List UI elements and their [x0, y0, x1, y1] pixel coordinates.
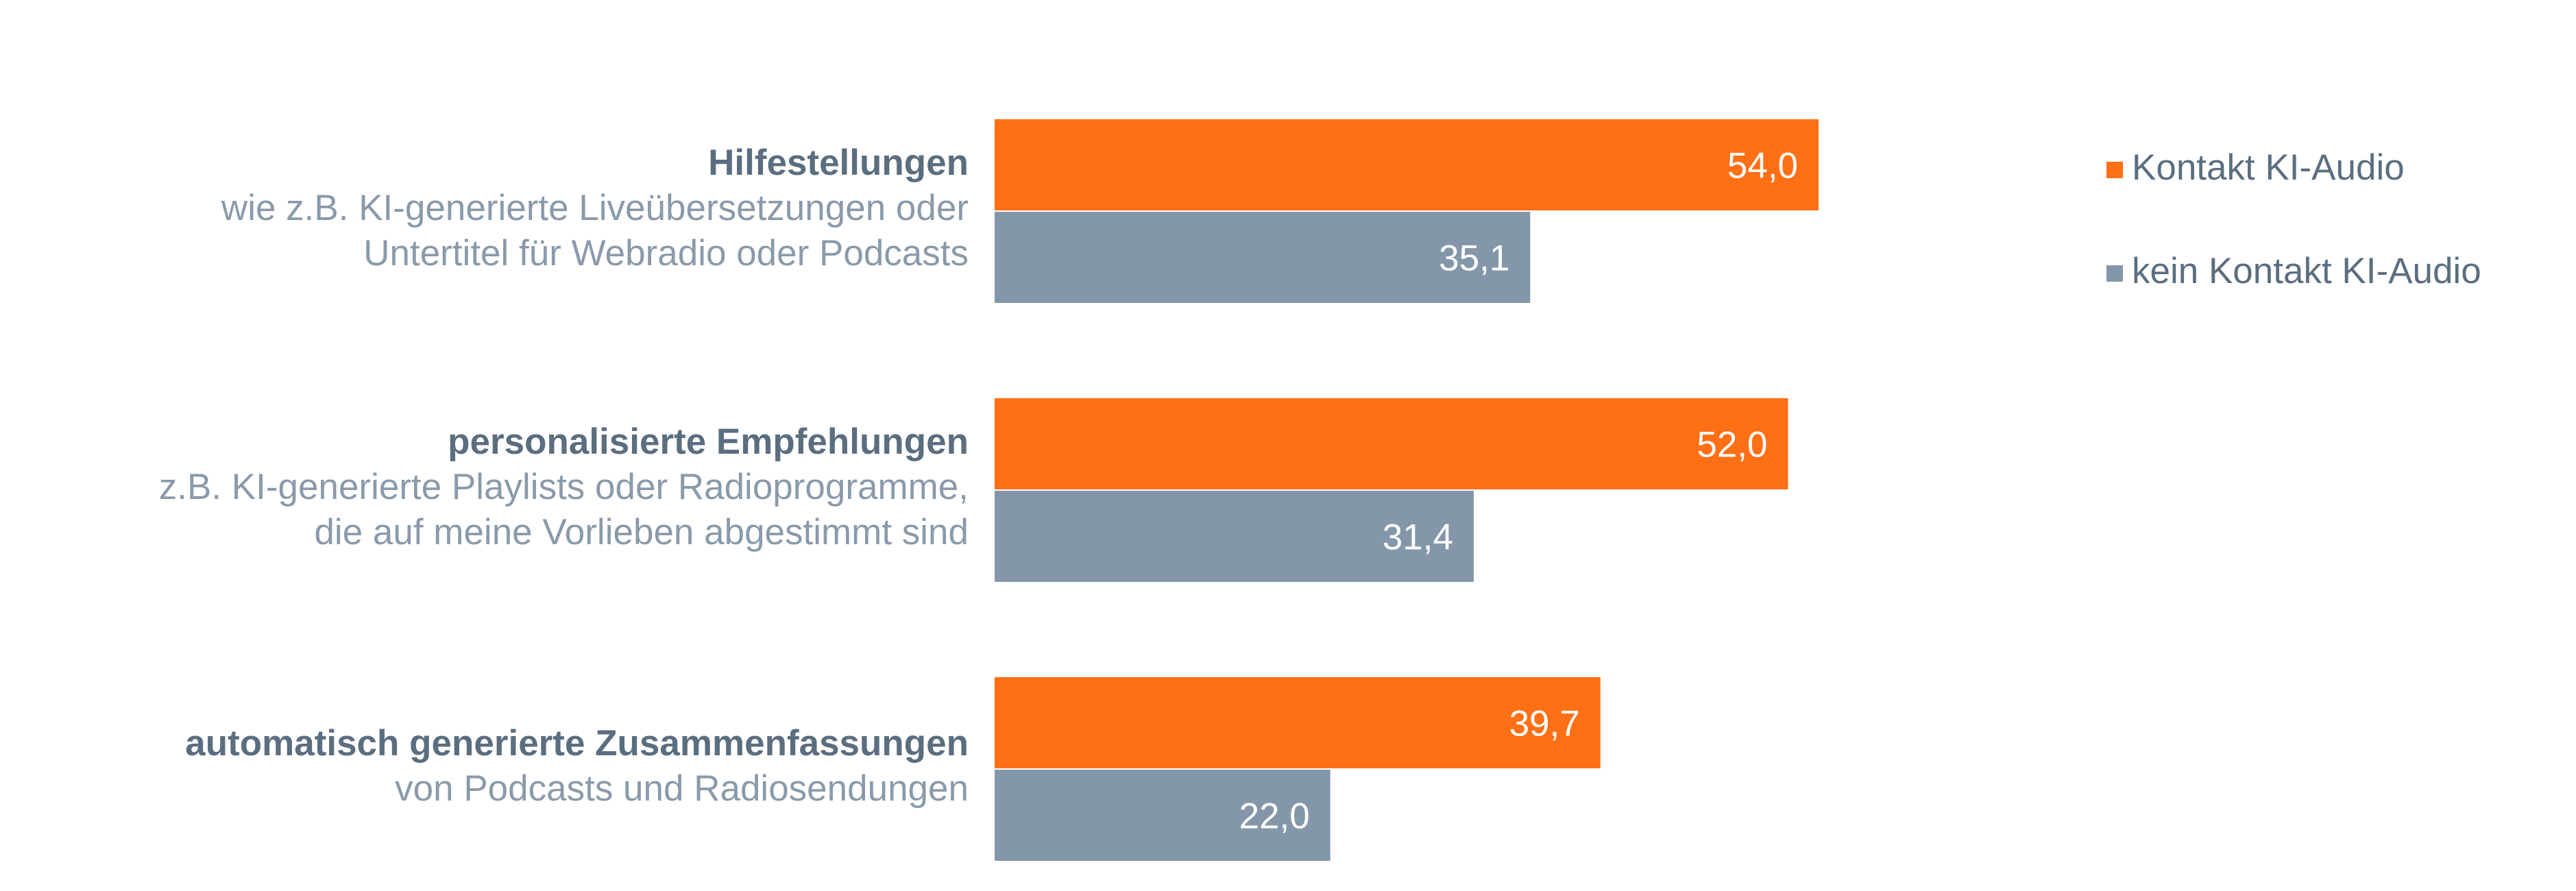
bar-hilfestellungen-kein-kontakt	[995, 212, 1531, 303]
legend-label-kontakt: Kontakt KI-Audio	[2132, 147, 2405, 188]
bar-personalisierte-empfehlungen-kein-kontakt	[995, 491, 1474, 582]
legend-label-kein-kontakt: kein Kontakt KI-Audio	[2132, 251, 2481, 291]
category-description-line: von Podcasts und Radiosendungen	[395, 768, 969, 809]
category-description-line: Untertitel für Webradio oder Podcasts	[363, 233, 969, 273]
data-label-personalisierte-empfehlungen-kein-kontakt: 31,4	[1383, 517, 1453, 558]
data-label-personalisierte-empfehlungen-kontakt: 52,0	[1697, 425, 1767, 465]
data-label-zusammenfassungen-kein-kontakt: 22,0	[1239, 796, 1310, 837]
bar-personalisierte-empfehlungen-kontakt	[995, 398, 1788, 489]
category-description-line: wie z.B. KI-generierte Liveübersetzungen…	[221, 188, 969, 228]
category-title: Hilfestellungen	[708, 143, 969, 183]
data-label-hilfestellungen-kein-kontakt: 35,1	[1439, 239, 1509, 279]
legend-swatch-kein-kontakt	[2106, 265, 2123, 282]
category-label-personalisierte-empfehlungen: personalisierte Empfehlungen z.B. KI-gene…	[159, 419, 969, 555]
category-description-line: z.B. KI-generierte Playlists oder Radiop…	[158, 467, 969, 507]
category-label-hilfestellungen: Hilfestellungen wie z.B. KI-generierte Li…	[221, 141, 969, 276]
category-description-line: die auf meine Vorlieben abgestimmt sind	[314, 512, 969, 552]
category-title: automatisch generierte Zusammenfassungen	[185, 723, 969, 764]
legend-swatch-kontakt	[2106, 162, 2123, 178]
bar-zusammenfassungen-kein-kontakt	[995, 770, 1330, 861]
bar-hilfestellungen-kontakt	[995, 119, 1819, 210]
data-label-hilfestellungen-kontakt: 54,0	[1727, 146, 1798, 186]
bar-zusammenfassungen-kontakt	[995, 677, 1601, 768]
category-label-zusammenfassungen: automatisch generierte Zusammenfassungen…	[185, 721, 969, 811]
data-label-zusammenfassungen-kontakt: 39,7	[1509, 704, 1580, 744]
category-title: personalisierte Empfehlungen	[448, 422, 969, 462]
